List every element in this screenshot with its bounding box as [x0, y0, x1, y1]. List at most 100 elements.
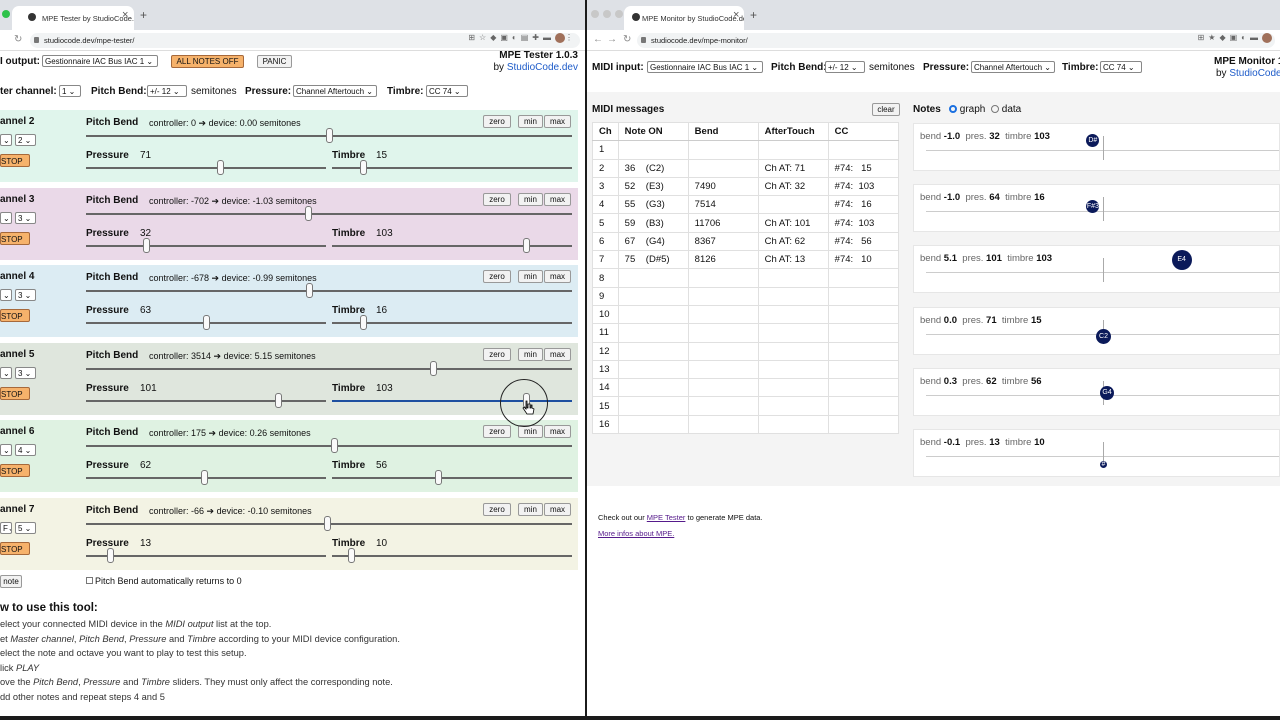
master-channel-select[interactable]: 1 ⌄: [59, 85, 81, 97]
pressure-thumb[interactable]: [203, 315, 210, 330]
min-button[interactable]: min: [518, 192, 543, 206]
pressure-thumb[interactable]: [107, 547, 114, 563]
auto-return-checkbox[interactable]: [86, 577, 93, 584]
octave-select[interactable]: 4 ⌄: [15, 444, 36, 456]
max-button[interactable]: max: [544, 425, 571, 438]
timbre-slider[interactable]: [332, 167, 572, 169]
pressure-slider[interactable]: [86, 554, 326, 557]
new-tab-icon[interactable]: +: [750, 8, 758, 22]
new-tab-icon[interactable]: +: [140, 8, 148, 22]
url-field[interactable]: studiocode.dev/mpe-monitor/: [637, 33, 1275, 48]
zero-button[interactable]: zero: [483, 502, 511, 516]
note-select[interactable]: ⌄: [0, 134, 12, 146]
browser-tab[interactable]: MPE Monitor by StudioCode.de: [624, 6, 744, 30]
pitch-bend-thumb[interactable]: [324, 515, 332, 531]
pitch-bend-thumb[interactable]: [430, 360, 437, 376]
stop-button[interactable]: STOP: [0, 541, 30, 555]
close-tab-icon[interactable]: ×: [733, 9, 740, 21]
timbre-thumb[interactable]: [348, 547, 356, 563]
timbre-thumb[interactable]: [434, 470, 442, 485]
note-select[interactable]: ⌄: [0, 366, 12, 379]
timbre-slider[interactable]: [332, 399, 572, 402]
graph-radio[interactable]: graph: [949, 104, 985, 115]
pitch-bend-thumb[interactable]: [305, 283, 313, 298]
min-button[interactable]: min: [518, 115, 543, 128]
zero-button[interactable]: zero: [483, 270, 511, 283]
timbre-mode-select[interactable]: CC 74 ⌄: [426, 85, 468, 97]
note-select[interactable]: ⌄: [0, 211, 12, 224]
pressure-slider[interactable]: [86, 167, 326, 169]
timbre-slider[interactable]: [332, 554, 572, 557]
zero-button[interactable]: zero: [483, 425, 511, 438]
zero-button[interactable]: zero: [483, 115, 511, 128]
pitch-bend-range-select[interactable]: +/- 12 ⌄: [147, 85, 187, 97]
clear-button[interactable]: clear: [872, 103, 900, 116]
pressure-mode-select[interactable]: Channel Aftertouch ⌄: [971, 61, 1055, 73]
pressure-thumb[interactable]: [200, 470, 208, 485]
auto-return-option[interactable]: Pitch Bend automatically returns to 0: [86, 576, 242, 586]
window-control[interactable]: [2, 10, 10, 18]
avatar[interactable]: [1262, 33, 1272, 43]
min-button[interactable]: min: [518, 347, 543, 361]
reload-icon[interactable]: ↻: [623, 34, 632, 45]
max-button[interactable]: max: [544, 270, 571, 283]
timbre-thumb[interactable]: [360, 315, 368, 330]
mpe-tester-link[interactable]: MPE Tester: [646, 513, 686, 522]
more-infos-link[interactable]: More infos about MPE.: [598, 529, 675, 538]
pitch-bend-slider[interactable]: [86, 212, 572, 215]
brand-link[interactable]: StudioCode.dev: [506, 62, 578, 73]
stop-button[interactable]: STOP: [0, 154, 30, 167]
data-radio[interactable]: data: [991, 104, 1021, 115]
stop-button[interactable]: STOP: [0, 309, 30, 322]
max-button[interactable]: max: [544, 192, 571, 206]
note-select[interactable]: F⌄: [0, 521, 12, 534]
note-select[interactable]: ⌄: [0, 444, 12, 456]
midi-input-select[interactable]: Gestionnaire IAC Bus IAC 1 ⌄: [647, 61, 763, 73]
back-icon[interactable]: ←: [593, 34, 603, 45]
pressure-thumb[interactable]: [217, 160, 225, 175]
avatar[interactable]: [555, 33, 565, 43]
stop-button[interactable]: STOP: [0, 464, 30, 477]
octave-select[interactable]: 3 ⌄: [15, 366, 36, 379]
browser-tab[interactable]: MPE Tester by StudioCode.de: [12, 6, 134, 30]
octave-select[interactable]: 3 ⌄: [15, 289, 36, 301]
octave-select[interactable]: 2 ⌄: [15, 134, 36, 146]
stop-button[interactable]: STOP: [0, 386, 30, 400]
octave-select[interactable]: 3 ⌄: [15, 211, 36, 224]
pressure-thumb[interactable]: [143, 237, 150, 253]
extension-icons[interactable]: ⊞☆◆▣◐▤✚▬ ⋮: [468, 33, 577, 43]
url-field[interactable]: studiocode.dev/mpe-tester/: [30, 33, 580, 48]
zero-button[interactable]: zero: [483, 347, 511, 361]
pitch-bend-slider[interactable]: [86, 367, 572, 370]
pressure-thumb[interactable]: [275, 392, 282, 408]
zero-button[interactable]: zero: [483, 192, 511, 206]
extension-icons[interactable]: ⊞★◆▣◐▬: [1198, 33, 1272, 43]
pitch-bend-range-select[interactable]: +/- 12 ⌄: [825, 61, 865, 73]
pressure-mode-select[interactable]: Channel Aftertouch ⌄: [293, 85, 377, 97]
stop-button[interactable]: STOP: [0, 231, 30, 245]
octave-select[interactable]: 5 ⌄: [15, 521, 36, 534]
timbre-slider[interactable]: [332, 244, 572, 247]
add-note-button[interactable]: note: [0, 575, 22, 588]
max-button[interactable]: max: [544, 347, 571, 361]
timbre-mode-select[interactable]: CC 74 ⌄: [1100, 61, 1142, 73]
pitch-bend-thumb[interactable]: [305, 205, 313, 221]
zoom-window-button[interactable]: [615, 10, 623, 18]
max-button[interactable]: max: [544, 502, 571, 516]
all-notes-off-button[interactable]: ALL NOTES OFF: [171, 55, 244, 68]
minimize-window-button[interactable]: [603, 10, 611, 18]
radio-unchecked-icon[interactable]: [991, 105, 999, 113]
timbre-slider[interactable]: [332, 477, 572, 479]
note-select[interactable]: ⌄: [0, 289, 12, 301]
pitch-bend-slider[interactable]: [86, 445, 572, 447]
min-button[interactable]: min: [518, 270, 543, 283]
brand-link[interactable]: StudioCode: [1229, 68, 1280, 79]
min-button[interactable]: min: [518, 502, 543, 516]
forward-icon[interactable]: →: [607, 34, 617, 45]
close-window-button[interactable]: [591, 10, 599, 18]
radio-checked-icon[interactable]: [949, 105, 957, 113]
max-button[interactable]: max: [544, 115, 571, 128]
close-tab-icon[interactable]: ×: [122, 9, 129, 21]
reload-icon[interactable]: ↻: [14, 34, 23, 45]
pitch-bend-slider[interactable]: [86, 290, 572, 292]
